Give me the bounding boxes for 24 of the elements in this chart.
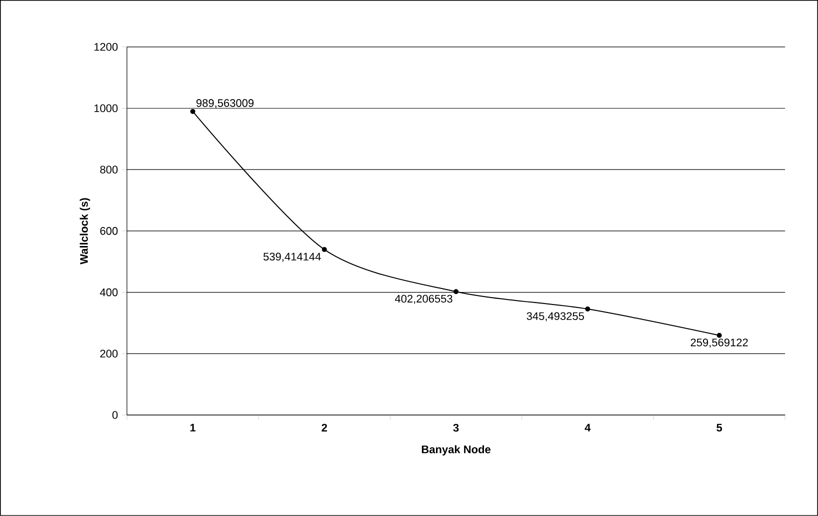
y-tick-label: 0 (112, 411, 118, 419)
x-tick-label: 5 (716, 424, 722, 432)
data-label: 989,563009 (196, 99, 254, 108)
y-tick-label: 400 (100, 288, 118, 296)
x-tick-label: 4 (584, 424, 591, 432)
x-tick-label: 3 (453, 424, 459, 432)
y-tick-label: 200 (100, 350, 118, 358)
point (190, 108, 196, 114)
point (454, 289, 459, 294)
y-tick-label: 800 (100, 166, 118, 174)
data-label: 402,206553 (394, 294, 452, 304)
y-tick-label: 1200 (94, 43, 118, 51)
x-tick-label: 2 (322, 424, 327, 432)
point (716, 332, 722, 338)
data-label: 539,414144 (263, 252, 321, 262)
x-tick-label: 1 (190, 424, 196, 432)
y-tick-label: 1000 (94, 104, 118, 112)
y-axis-title: Wallclock (s) (80, 198, 90, 264)
data-label: 345,493255 (526, 312, 584, 322)
y-tick-label: 600 (100, 227, 118, 235)
data-label: 259,569122 (690, 338, 748, 348)
point (585, 306, 590, 312)
point (322, 247, 327, 252)
x-axis-title: Banyak Node (422, 445, 490, 456)
